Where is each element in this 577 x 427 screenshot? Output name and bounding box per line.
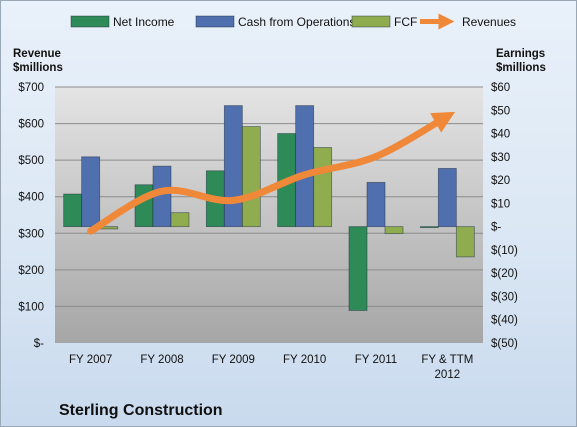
legend-label: Net Income <box>113 15 175 29</box>
left-tick-label: $600 <box>18 119 44 131</box>
right-axis-label: $millions <box>496 62 546 74</box>
right-tick-label: $(20) <box>491 268 518 280</box>
right-tick-label: $(50) <box>491 338 518 350</box>
x-tick-label: FY 2009 <box>212 354 255 366</box>
left-tick-label: $300 <box>18 228 44 240</box>
bar-cash-from-operations <box>295 105 315 228</box>
x-tick-label: FY 2010 <box>283 354 326 366</box>
left-tick-label: $700 <box>18 82 44 94</box>
bar-fcf <box>241 126 261 228</box>
right-tick-label: $(40) <box>491 315 518 327</box>
x-tick-label: FY 2008 <box>140 354 183 366</box>
right-tick-label: $(30) <box>491 291 518 303</box>
bar-cash-from-operations <box>223 105 243 228</box>
left-tick-label: $400 <box>18 192 44 204</box>
bar-cash-from-operations <box>437 168 457 228</box>
bar-net-income <box>63 193 83 228</box>
revenues-line <box>87 111 456 235</box>
legend-label: Cash from Operations <box>238 15 355 29</box>
bar-fcf <box>384 226 404 235</box>
right-tick-label: $30 <box>491 152 510 164</box>
right-tick-label: $40 <box>491 129 510 141</box>
legend-label: FCF <box>394 15 417 29</box>
left-tick-label: $- <box>34 338 44 350</box>
bar-fcf <box>170 212 190 228</box>
x-tick-label: FY & TTM <box>421 354 473 366</box>
plot-area <box>55 87 483 343</box>
left-axis-label: Revenue <box>13 48 61 60</box>
right-axis-label: Earnings <box>496 48 545 60</box>
legend-swatch <box>195 15 235 28</box>
x-tick-label: 2012 <box>435 369 461 381</box>
chart-title: Sterling Construction <box>59 402 223 419</box>
right-tick-label: $(10) <box>491 245 518 257</box>
bar-fcf <box>455 226 475 258</box>
bar-net-income <box>134 184 154 228</box>
bar-fcf <box>313 147 333 228</box>
left-tick-label: $100 <box>18 301 44 313</box>
legend-swatch <box>70 15 110 28</box>
x-tick-label: FY 2011 <box>355 354 397 366</box>
legend-label: Revenues <box>462 15 516 29</box>
left-tick-label: $500 <box>18 155 44 167</box>
right-tick-label: $10 <box>491 198 510 210</box>
right-tick-label: $20 <box>491 175 510 187</box>
bar-cash-from-operations <box>81 156 101 228</box>
right-tick-label: $50 <box>491 105 510 117</box>
right-tick-label: $60 <box>491 82 510 94</box>
left-tick-label: $200 <box>18 265 44 277</box>
legend-swatch <box>351 15 391 28</box>
bar-cash-from-operations <box>366 182 386 228</box>
right-tick-label: $- <box>491 222 501 234</box>
left-axis-label: $millions <box>13 62 63 74</box>
x-tick-label: FY 2007 <box>69 354 112 366</box>
bar-net-income <box>419 226 439 229</box>
bar-net-income <box>348 226 368 311</box>
